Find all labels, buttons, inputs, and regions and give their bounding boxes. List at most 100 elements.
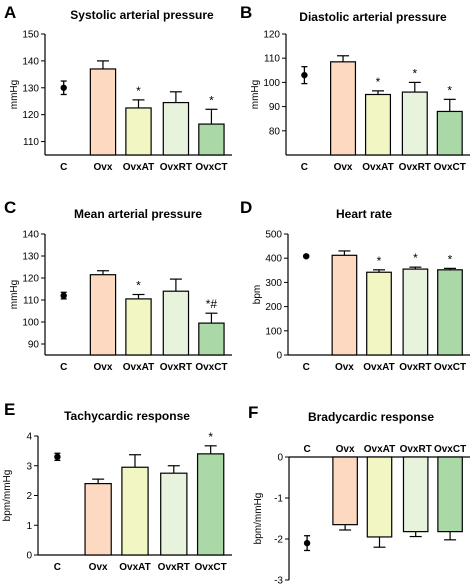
x-tick-label: OvxRT	[158, 562, 190, 573]
bar	[125, 298, 152, 356]
y-axis-label: mmHg	[9, 280, 20, 309]
significance-label: *	[376, 75, 381, 89]
y-tick-label: -2	[274, 535, 283, 546]
x-tick-label: C	[303, 444, 310, 455]
x-tick-label: OvxCT	[195, 162, 227, 173]
panel-title: Systolic arterial pressure	[70, 8, 214, 22]
y-tick-label: 140	[22, 56, 39, 67]
y-tick-label: 90	[269, 102, 281, 113]
y-tick-label: 0	[276, 351, 282, 362]
bar	[436, 110, 463, 156]
panel-letter: B	[240, 3, 252, 22]
x-tick-label: OvxCT	[434, 162, 466, 173]
bar	[366, 456, 393, 538]
y-tick-label: 3	[26, 461, 32, 472]
bar	[330, 61, 357, 156]
panel-c: C Mean arterial pressure 90 100 110 120 130 140…	[4, 198, 232, 373]
y-tick-label: 400	[265, 254, 282, 265]
x-tick-label: OvxAT	[119, 562, 151, 573]
bar	[89, 274, 117, 356]
bar	[402, 456, 429, 533]
significance-label: *	[412, 66, 417, 80]
x-tick-label: OvxAT	[363, 362, 395, 373]
bar	[89, 68, 117, 156]
y-tick-label: 120	[263, 30, 280, 41]
data-point	[303, 539, 311, 547]
bar	[437, 269, 463, 356]
y-tick-label: 0	[277, 453, 283, 464]
panel-e: E Tachycardic response 0 1 2 3 4 bpm/mmHg C Ovx Ov…	[2, 400, 232, 573]
x-tick-label: Ovx	[89, 562, 108, 573]
y-tick-label: 100	[22, 318, 39, 329]
bar	[364, 93, 392, 156]
bar	[125, 107, 152, 156]
panel-title: Diastolic arterial pressure	[299, 10, 447, 24]
x-tick-label: OvxCT	[434, 444, 466, 455]
panel-letter: C	[4, 198, 16, 217]
x-tick-label: OvxAT	[364, 444, 396, 455]
data-point	[60, 292, 67, 299]
bar	[198, 123, 225, 156]
x-tick-label: C	[303, 362, 310, 373]
panel-letter: A	[4, 3, 16, 22]
data-point	[54, 453, 61, 461]
x-tick-label: Ovx	[94, 162, 113, 173]
panel-title: Heart rate	[336, 207, 392, 221]
y-tick-label: 200	[265, 302, 282, 313]
significance-label: *	[208, 430, 213, 444]
x-tick-label: OvxAT	[362, 162, 394, 173]
x-tick-label: OvxCT	[195, 562, 227, 573]
y-axis-label: mmHg	[250, 80, 261, 109]
y-tick-label: 90	[28, 340, 40, 351]
y-tick-label: 2	[26, 491, 32, 502]
x-tick-label: OvxRT	[160, 362, 192, 373]
x-tick-label: C	[60, 162, 67, 173]
x-tick-label: C	[60, 362, 67, 373]
y-tick-label: 0	[26, 551, 32, 562]
y-tick-label: 110	[23, 296, 39, 307]
significance-label: *#	[206, 297, 218, 311]
significance-label: *	[447, 83, 452, 97]
y-tick-label: -1	[274, 494, 283, 505]
panel-b: B Diastolic arterial pressure 80 90 100 110 12…	[240, 3, 470, 173]
bar	[198, 322, 225, 356]
bar	[332, 456, 358, 526]
x-tick-label: Ovx	[94, 362, 113, 373]
y-axis-label: mmHg	[9, 80, 20, 109]
bar	[401, 91, 428, 156]
significance-label: *	[136, 84, 141, 98]
panel-title: Mean arterial pressure	[74, 207, 202, 221]
y-tick-label: 100	[263, 78, 280, 89]
y-tick-label: 120	[22, 110, 39, 121]
y-tick-label: 300	[265, 278, 282, 289]
y-tick-label: 110	[23, 137, 39, 148]
significance-label: *	[448, 252, 453, 266]
x-tick-label: Ovx	[335, 362, 354, 373]
y-tick-label: 120	[22, 274, 39, 285]
x-tick-label: OvxAT	[123, 362, 155, 373]
x-tick-label: C	[301, 162, 308, 173]
y-axis-label: bpm	[252, 285, 263, 304]
significance-label: *	[209, 93, 214, 107]
x-tick-label: Ovx	[334, 162, 353, 173]
data-point	[60, 84, 67, 91]
panel-d: D Heart rate 0 100 200 300 400 500 bpm C Ovx OvxAT O…	[240, 198, 470, 373]
x-tick-label: OvxCT	[434, 362, 466, 373]
data-point	[301, 71, 308, 79]
y-tick-label: -3	[274, 576, 283, 585]
panel-title: Bradycardic response	[308, 410, 434, 424]
bar	[84, 483, 112, 556]
bar	[437, 456, 463, 533]
panel-letter: D	[240, 198, 252, 217]
y-tick-label: 110	[264, 54, 280, 65]
bar	[121, 466, 149, 556]
y-tick-label: 140	[22, 230, 39, 241]
y-tick-label: 100	[265, 326, 282, 337]
bar	[162, 101, 190, 156]
x-tick-label: OvxRT	[399, 162, 431, 173]
bar	[162, 290, 190, 356]
y-tick-label: 80	[269, 126, 281, 137]
data-point	[303, 253, 310, 260]
significance-label: *	[413, 251, 418, 265]
